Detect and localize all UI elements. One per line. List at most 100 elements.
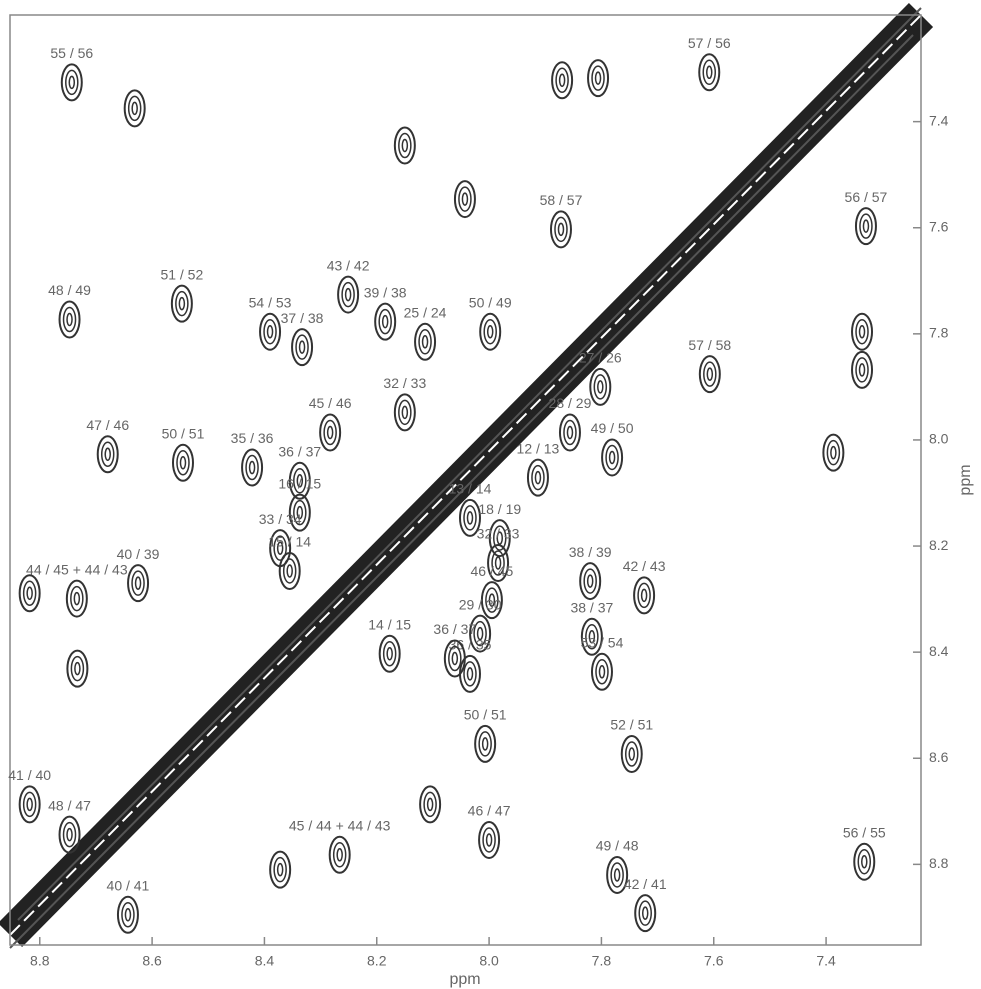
- cross-peak: [131, 101, 138, 116]
- cross-peak: [418, 329, 432, 355]
- cross-peak: [706, 367, 714, 381]
- cross-peak: [458, 498, 481, 537]
- cross-peak: [640, 588, 648, 603]
- x-tick-label: 8.0: [479, 953, 499, 969]
- peak-label: 50 / 51: [464, 707, 507, 723]
- peak-label: 40 / 39: [117, 546, 160, 562]
- peak-label: 41 / 40: [8, 767, 51, 783]
- cross-peak: [466, 667, 474, 681]
- cross-peak: [634, 894, 657, 933]
- cross-peak: [398, 132, 412, 159]
- peak-label: 29 / 30: [459, 596, 502, 612]
- cross-peak: [259, 312, 282, 351]
- cross-peak: [282, 558, 297, 584]
- cross-peak: [585, 624, 599, 650]
- cross-peak: [494, 556, 502, 570]
- cross-peak: [96, 435, 119, 474]
- cross-peak: [245, 454, 259, 481]
- cross-peak: [22, 580, 37, 607]
- cross-peak: [474, 724, 497, 763]
- cross-peak: [862, 219, 870, 233]
- cross-peak: [485, 833, 493, 847]
- cross-peak: [22, 791, 37, 818]
- cross-peak: [296, 474, 304, 488]
- cross-peak: [273, 856, 287, 883]
- cross-peak: [606, 855, 629, 894]
- cross-peak: [558, 413, 581, 452]
- peak-label: 42 / 41: [624, 876, 667, 892]
- peak-label: 48 / 47: [48, 797, 91, 813]
- cross-peak: [382, 640, 397, 667]
- cross-peak: [374, 302, 397, 341]
- peak-label: 50 / 51: [162, 425, 205, 441]
- cross-peak: [851, 350, 874, 389]
- peak-label: 48 / 49: [48, 282, 91, 298]
- cross-peak: [854, 207, 877, 246]
- peak-label: 58 / 57: [540, 192, 583, 208]
- x-axis-label: ppm: [449, 971, 480, 988]
- cross-peak: [531, 464, 545, 491]
- cross-peak: [855, 318, 869, 345]
- cross-peak: [273, 535, 287, 561]
- peak-label: 28 / 29: [549, 395, 592, 411]
- cross-peak: [483, 318, 497, 345]
- cross-peak: [104, 447, 111, 462]
- cross-peak: [288, 493, 311, 532]
- cross-peak: [549, 210, 572, 249]
- x-tick-label: 7.8: [592, 953, 612, 969]
- cross-peak: [60, 63, 83, 102]
- cross-peak: [393, 393, 416, 432]
- cross-peak: [591, 65, 605, 91]
- y-tick-label: 7.8: [929, 325, 949, 341]
- x-tick-label: 8.8: [30, 953, 50, 969]
- cross-peak: [323, 419, 337, 446]
- x-tick-label: 8.6: [142, 953, 162, 969]
- peak-label: 45 / 44 + 44 / 43: [289, 818, 391, 834]
- cross-peak: [337, 275, 360, 314]
- cross-peak: [605, 444, 619, 471]
- cross-peak: [401, 138, 409, 153]
- cross-peak: [414, 322, 437, 361]
- peak-label: 51 / 52: [160, 266, 203, 282]
- cross-peak: [554, 216, 568, 243]
- peak-label: 49 / 50: [591, 420, 634, 436]
- cross-peak: [423, 791, 437, 818]
- cross-peak: [463, 661, 477, 687]
- cross-peak: [73, 591, 81, 606]
- cross-peak: [326, 425, 334, 440]
- cross-peak: [595, 659, 609, 685]
- peak-label: 56 / 55: [843, 824, 886, 840]
- peak-label: 52 / 51: [610, 717, 653, 733]
- cross-peak: [332, 842, 347, 868]
- cross-peak: [628, 747, 635, 761]
- cross-peak: [466, 511, 474, 525]
- cross-peak: [463, 505, 477, 531]
- cross-peak: [248, 460, 256, 475]
- peak-label: 32 / 33: [383, 375, 426, 391]
- cross-peak: [453, 180, 476, 219]
- cross-peak: [276, 541, 284, 555]
- peak-label: 33 / 34: [259, 511, 302, 527]
- cross-peak: [601, 438, 624, 477]
- cross-peak: [124, 908, 132, 922]
- x-tick-label: 8.2: [367, 953, 387, 969]
- cross-peak: [479, 312, 502, 351]
- peak-label: 50 / 49: [469, 294, 512, 310]
- cross-peak: [487, 544, 510, 583]
- cross-peak: [295, 334, 309, 360]
- y-tick-label: 7.6: [929, 218, 949, 234]
- peak-label: 36 / 37: [433, 621, 476, 637]
- cross-peak: [624, 741, 639, 767]
- x-tick-label: 8.4: [255, 953, 275, 969]
- cross-peak: [451, 651, 459, 666]
- cross-peak: [58, 815, 81, 854]
- cross-peak: [641, 906, 649, 920]
- peak-label: 42 / 43: [623, 558, 666, 574]
- cross-peak: [861, 854, 868, 869]
- cross-peak: [288, 461, 311, 500]
- cross-peak: [65, 69, 79, 96]
- cross-peak: [176, 450, 190, 476]
- peak-label: 45 / 46: [309, 395, 352, 411]
- cross-peak: [123, 89, 146, 128]
- cross-peak: [26, 797, 33, 812]
